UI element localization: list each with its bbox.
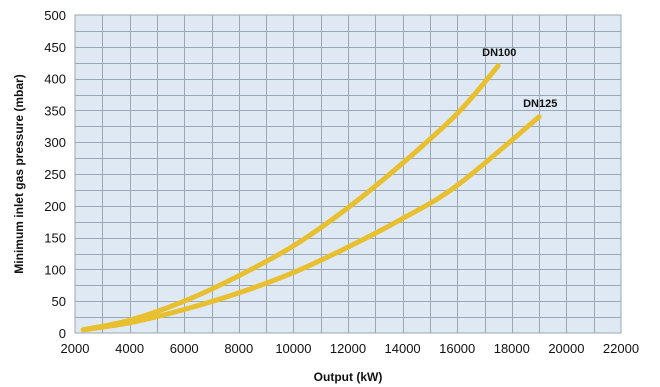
- y-tick-label: 200: [44, 199, 66, 214]
- series-label-dn125: DN125: [523, 98, 557, 110]
- grid: [75, 15, 621, 333]
- x-tick-label: 22000: [603, 341, 639, 356]
- x-tick-label: 6000: [170, 341, 199, 356]
- x-tick-label: 10000: [275, 341, 311, 356]
- y-tick-label: 250: [44, 167, 66, 182]
- y-tick-label: 50: [52, 294, 66, 309]
- series-line-dn125: [80, 114, 542, 333]
- x-tick-label: 16000: [439, 341, 475, 356]
- y-axis: 0 50 100 150 200 250 300 350 400 450 500: [44, 8, 66, 341]
- x-tick-label: 18000: [494, 341, 530, 356]
- x-tick-label: 8000: [224, 341, 253, 356]
- y-tick-label: 450: [44, 40, 66, 55]
- x-tick-label: 12000: [330, 341, 366, 356]
- y-tick-label: 300: [44, 135, 66, 150]
- y-axis-title: Minimum inlet gas pressure (mbar): [12, 74, 26, 273]
- y-tick-label: 500: [44, 8, 66, 23]
- y-tick-label: 350: [44, 103, 66, 118]
- x-axis-title: Output (kW): [314, 370, 383, 384]
- x-tick-label: 14000: [385, 341, 421, 356]
- x-axis: 2000 4000 6000 8000 10000 12000 14000 16000 1800…: [61, 341, 640, 356]
- y-tick-label: 0: [59, 326, 66, 341]
- series-lines: [80, 63, 542, 333]
- series-line-dn100: [80, 63, 501, 333]
- y-tick-label: 150: [44, 231, 66, 246]
- x-tick-label: 2000: [61, 341, 90, 356]
- x-tick-label: 20000: [548, 341, 584, 356]
- y-tick-label: 400: [44, 72, 66, 87]
- series-labels: DN100 DN125: [482, 47, 557, 110]
- y-tick-label: 100: [44, 262, 66, 277]
- x-tick-label: 4000: [115, 341, 144, 356]
- series-label-dn100: DN100: [482, 47, 516, 59]
